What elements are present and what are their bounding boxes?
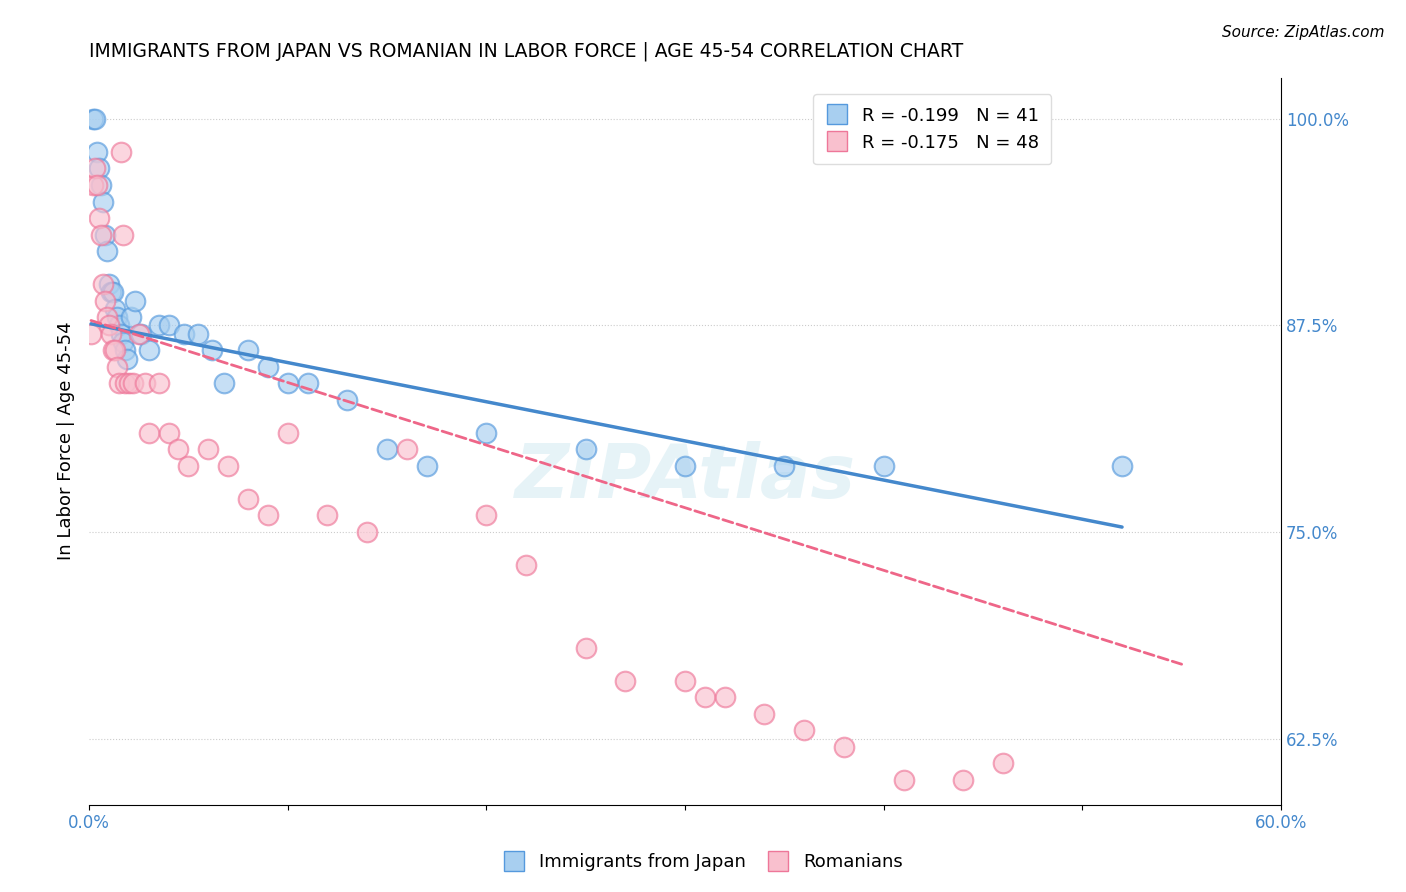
Point [212,376,235,391]
Point [475,508,498,523]
Point [121,376,143,391]
Text: ZIPAtlas: ZIPAtlas [515,441,856,514]
Point [97,318,120,333]
Point [91,277,114,292]
Point [80,326,103,341]
Y-axis label: In Labor Force | Age 45-54: In Labor Force | Age 45-54 [58,322,75,560]
Point [793,723,815,738]
Point [316,508,339,523]
Point [86,145,108,159]
Point [108,376,131,391]
Point [872,458,894,473]
Point [97,277,120,292]
Point [84,161,107,176]
Point [575,640,598,655]
Point [475,425,498,440]
Point [118,376,141,391]
Point [173,326,195,341]
Point [114,343,136,358]
Point [236,491,259,506]
Point [105,310,128,325]
Point [336,392,359,407]
Point [138,425,160,440]
Point [277,425,299,440]
Point [148,376,170,391]
Point [91,194,114,209]
Point [129,326,152,341]
Point [87,161,110,176]
Point [952,772,974,787]
Point [134,376,156,391]
Text: Source: ZipAtlas.com: Source: ZipAtlas.com [1222,25,1385,40]
Legend: R = -0.199   N = 41, R = -0.175   N = 48: R = -0.199 N = 41, R = -0.175 N = 48 [813,94,1052,164]
Point [693,690,716,705]
Point [148,318,170,333]
Point [375,442,398,457]
Text: IMMIGRANTS FROM JAPAN VS ROMANIAN IN LABOR FORCE | AGE 45-54 CORRELATION CHART: IMMIGRANTS FROM JAPAN VS ROMANIAN IN LAB… [89,42,963,62]
Point [111,334,134,349]
Point [416,458,439,473]
Point [111,227,134,242]
Point [217,458,239,473]
Point [105,359,128,374]
Point [832,739,855,754]
Point [673,458,696,473]
Point [101,285,124,300]
Point [82,112,104,126]
Point [201,343,224,358]
Point [82,178,104,192]
Point [115,351,138,366]
Point [515,558,537,572]
Point [773,458,796,473]
Point [257,508,280,523]
Point [187,326,209,341]
Point [96,244,118,259]
Point [108,318,131,333]
Point [257,359,280,374]
Point [395,442,418,457]
Legend: Immigrants from Japan, Romanians: Immigrants from Japan, Romanians [495,847,911,879]
Point [104,343,127,358]
Point [197,442,219,457]
Point [614,673,637,688]
Point [120,310,142,325]
Point [86,178,108,192]
Point [110,326,132,341]
Point [90,178,112,192]
Point [114,376,136,391]
Point [124,293,146,308]
Point [297,376,319,391]
Point [100,285,122,300]
Point [575,442,598,457]
Point [110,145,132,159]
Point [90,227,112,242]
Point [96,310,118,325]
Point [356,524,378,539]
Point [101,343,124,358]
Point [157,318,180,333]
Point [236,343,259,358]
Point [177,458,200,473]
Point [754,706,776,721]
Point [1111,458,1133,473]
Point [100,326,122,341]
Point [84,112,107,126]
Point [128,326,150,341]
Point [713,690,735,705]
Point [94,293,117,308]
Point [893,772,915,787]
Point [94,227,117,242]
Point [991,756,1014,771]
Point [104,301,127,316]
Point [277,376,299,391]
Point [157,425,180,440]
Point [87,211,110,225]
Point [167,442,190,457]
Point [138,343,160,358]
Point [673,673,696,688]
